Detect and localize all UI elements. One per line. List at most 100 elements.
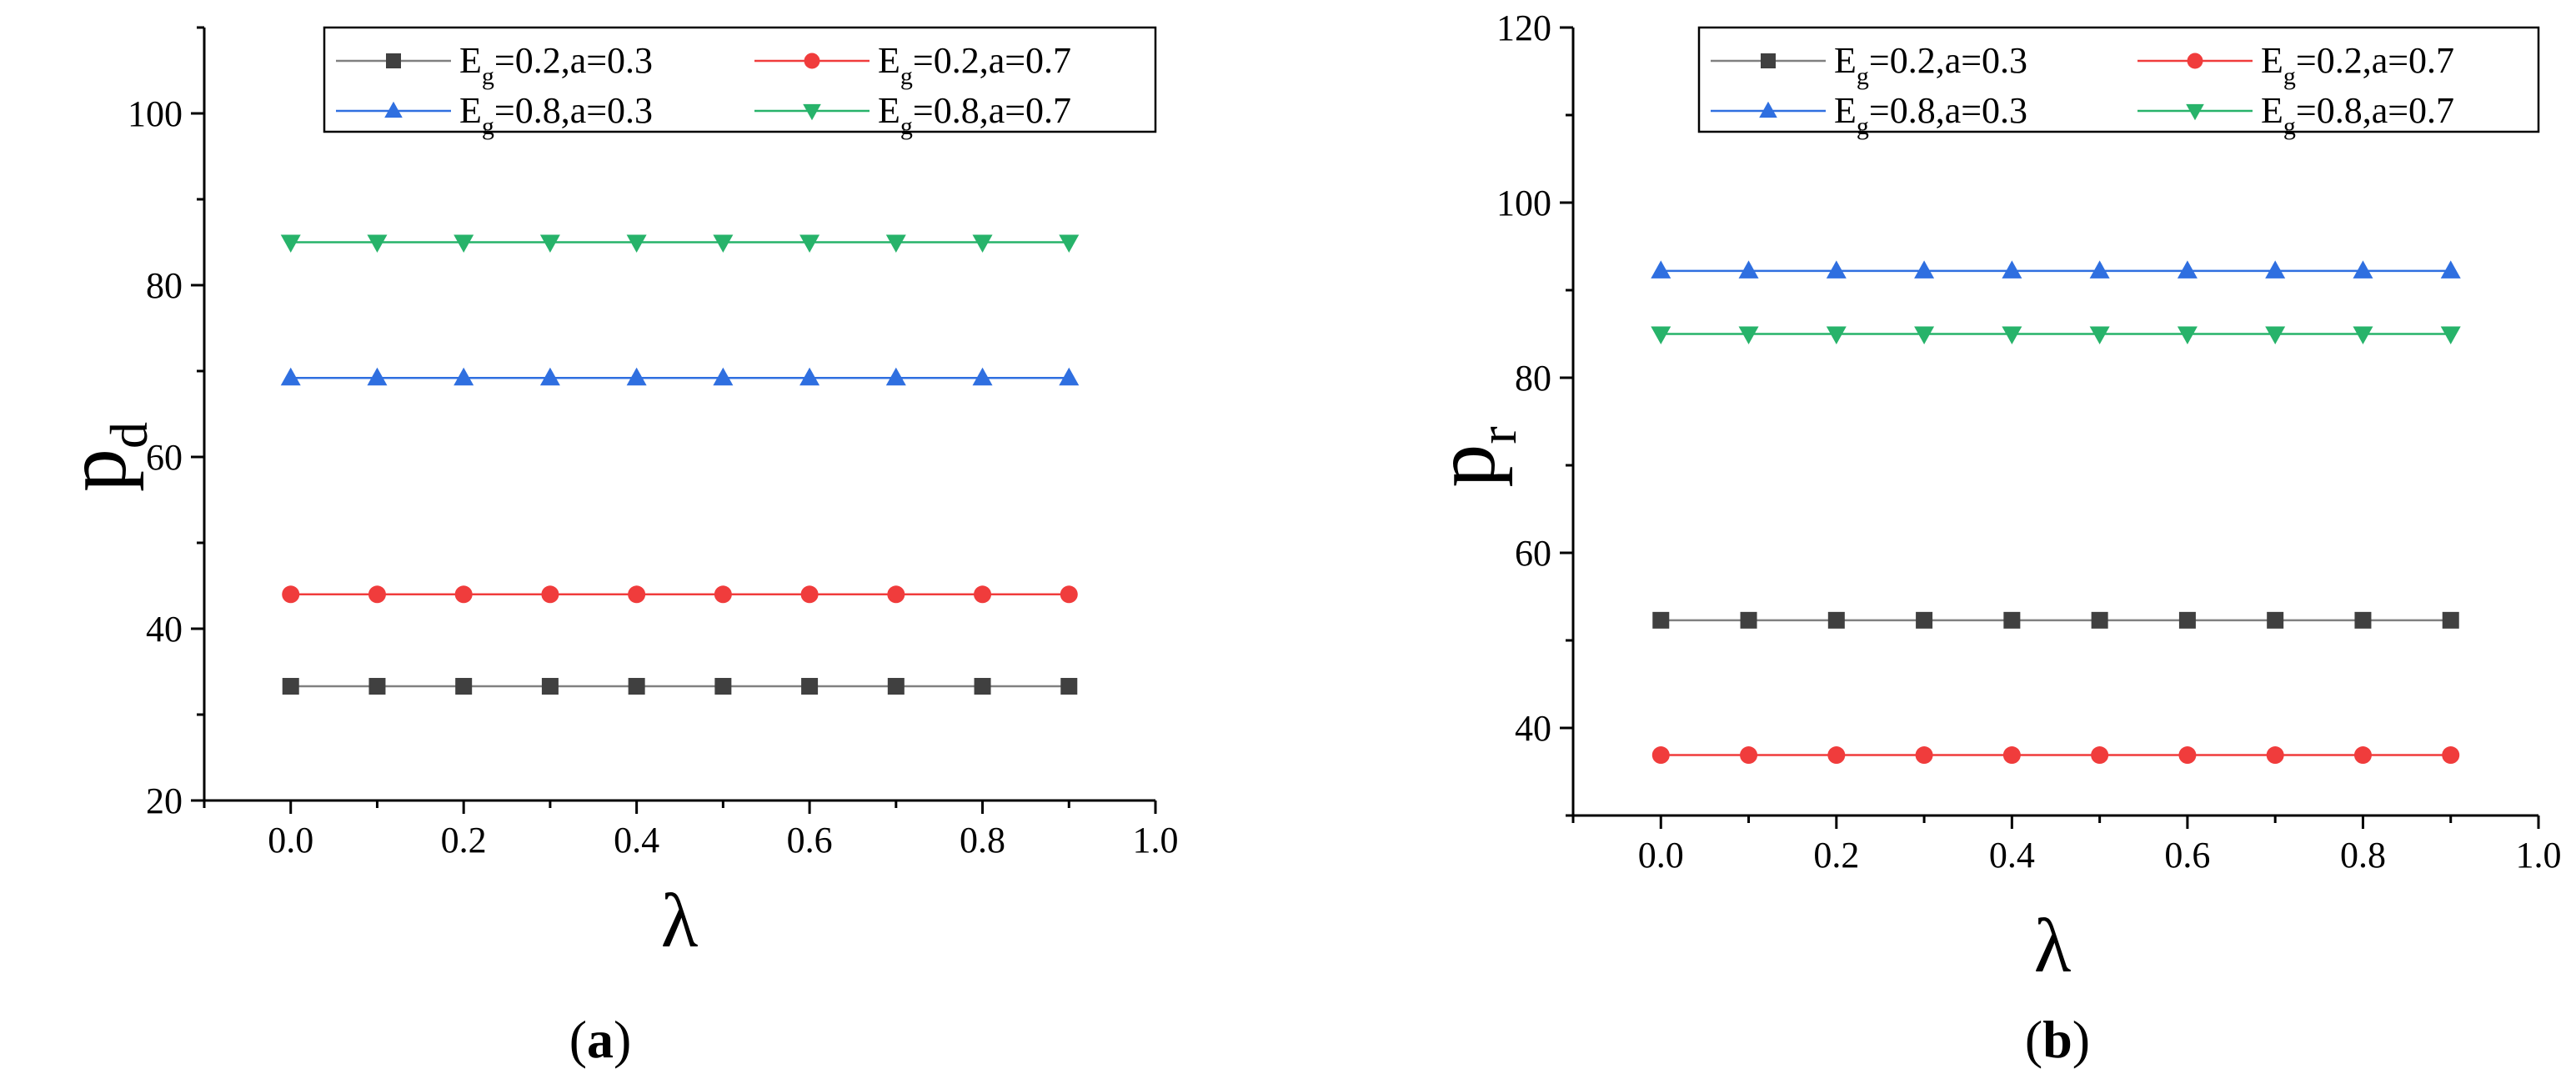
legend-label-rest: =0.2,a=0.3	[1869, 40, 2027, 81]
data-point-triangle-down	[2177, 326, 2198, 344]
legend-marker-square	[386, 53, 401, 68]
legend-label-rest: =0.2,a=0.7	[2296, 40, 2454, 81]
legend-label: Eg=0.8,a=0.7	[878, 90, 1071, 140]
legend-label-e: E	[878, 90, 900, 131]
data-point-triangle-down	[367, 234, 388, 253]
data-point-triangle-down	[972, 234, 993, 253]
data-point-triangle-up	[539, 367, 560, 386]
legend-marker-triangle-down	[2186, 103, 2204, 121]
data-point-triangle-down	[799, 234, 820, 253]
series-3	[1651, 326, 2461, 344]
panel-label-open: (	[569, 1010, 587, 1069]
data-point-triangle-up	[2265, 260, 2286, 279]
legend-item: Eg=0.2,a=0.3	[336, 40, 653, 90]
y-axis-title-sub: r	[1468, 426, 1527, 444]
data-point-triangle-up	[2177, 260, 2198, 279]
series-1	[1651, 746, 2460, 765]
legend-label: Eg=0.2,a=0.7	[2261, 40, 2454, 90]
data-point-triangle-down	[885, 234, 906, 253]
legend-marker-triangle-down	[803, 103, 821, 121]
data-point-triangle-up	[1826, 260, 1847, 279]
data-point-square	[2354, 611, 2372, 629]
chart-panel-a: 0.0 0.2 0.4 0.6 0.8 1.020406080100Eg=0.2,a=0.…	[48, 26, 1179, 1069]
legend-label-sub: g	[900, 63, 913, 90]
data-point-triangle-down	[1651, 326, 1671, 344]
data-point-circle	[2178, 746, 2197, 765]
data-point-triangle-up	[1651, 260, 1671, 279]
legend-label-e: E	[2261, 90, 2283, 131]
legend-box	[1697, 26, 2540, 133]
legend-label: Eg=0.8,a=0.3	[459, 90, 653, 140]
x-tick-label: 0.4	[1989, 835, 2035, 876]
series-0	[1652, 611, 2459, 629]
data-point-circle	[1651, 746, 1670, 765]
data-point-triangle-down	[1914, 326, 1935, 344]
data-point-triangle-up	[626, 367, 647, 386]
panel-label: (b)	[2025, 1010, 2090, 1069]
x-tick-label: 0.8	[960, 820, 1005, 861]
legend-label-sub: g	[1857, 63, 1869, 90]
x-tick-label: 0.6	[2164, 835, 2210, 876]
data-point-square	[455, 678, 473, 695]
data-point-triangle-up	[454, 367, 474, 386]
legend-label-sub: g	[482, 113, 494, 140]
legend-label-rest: =0.8,a=0.3	[494, 90, 653, 131]
data-point-circle	[1827, 746, 1846, 765]
panel-label-close: )	[614, 1010, 631, 1069]
data-point-square	[541, 678, 559, 695]
x-tick-label: 0.6	[787, 820, 833, 861]
legend-marker-triangle-up	[384, 101, 403, 118]
legend-label: Eg=0.8,a=0.3	[1834, 90, 2027, 140]
legend-label-e: E	[459, 90, 482, 131]
data-point-triangle-down	[539, 234, 560, 253]
data-point-triangle-up	[367, 367, 388, 386]
data-point-triangle-down	[1059, 234, 1080, 253]
data-point-triangle-up	[2440, 260, 2461, 279]
legend-item: Eg=0.2,a=0.3	[1711, 40, 2027, 90]
data-point-square	[2091, 611, 2108, 629]
data-point-circle	[282, 585, 300, 604]
y-tick-label: 80	[1515, 358, 1551, 399]
data-point-square	[1740, 611, 1757, 629]
legend-label-rest: =0.2,a=0.7	[913, 40, 1071, 81]
data-point-square	[801, 678, 819, 695]
x-tick-label: 0.4	[614, 820, 659, 861]
x-tick-label: 0.2	[441, 820, 487, 861]
legend-label-sub: g	[2283, 63, 2296, 90]
panel-label-close: )	[2072, 1010, 2090, 1069]
data-point-square	[714, 678, 732, 695]
x-tick-label: 0.0	[1638, 835, 1684, 876]
y-tick-label: 40	[146, 609, 183, 650]
data-point-circle	[1915, 746, 1933, 765]
y-tick-label: 120	[1496, 8, 1551, 48]
data-point-circle	[974, 585, 992, 604]
legend-item: Eg=0.8,a=0.7	[2137, 90, 2454, 140]
y-tick-label: 100	[128, 93, 183, 134]
data-point-circle	[714, 585, 732, 604]
legend-label-sub: g	[482, 63, 494, 90]
legend: Eg=0.2,a=0.3 Eg=0.2,a=0.7Eg=0.8,a=0.3 Eg=0…	[1697, 26, 2540, 140]
data-point-triangle-up	[2353, 260, 2373, 279]
legend-item: Eg=0.8,a=0.7	[754, 90, 1071, 140]
series-2	[1651, 260, 2461, 279]
data-point-triangle-up	[1738, 260, 1759, 279]
panel-label-open: (	[2025, 1010, 2042, 1069]
series-2	[280, 367, 1080, 386]
data-point-triangle-down	[2265, 326, 2286, 344]
data-point-triangle-down	[280, 234, 301, 253]
panel-label-letter: a	[587, 1010, 614, 1069]
y-tick-label: 80	[146, 265, 183, 306]
legend-label-rest: =0.8,a=0.3	[1869, 90, 2027, 131]
legend-label: Eg=0.2,a=0.7	[878, 40, 1071, 90]
data-point-triangle-up	[713, 367, 734, 386]
data-point-triangle-down	[1738, 326, 1759, 344]
data-point-square	[2178, 611, 2196, 629]
data-point-square	[282, 678, 299, 695]
legend-label-e: E	[459, 40, 482, 81]
series-3	[280, 234, 1080, 253]
data-point-triangle-up	[280, 367, 301, 386]
data-point-triangle-up	[885, 367, 906, 386]
x-tick-label: 0.8	[2340, 835, 2386, 876]
legend-label-e: E	[878, 40, 900, 81]
